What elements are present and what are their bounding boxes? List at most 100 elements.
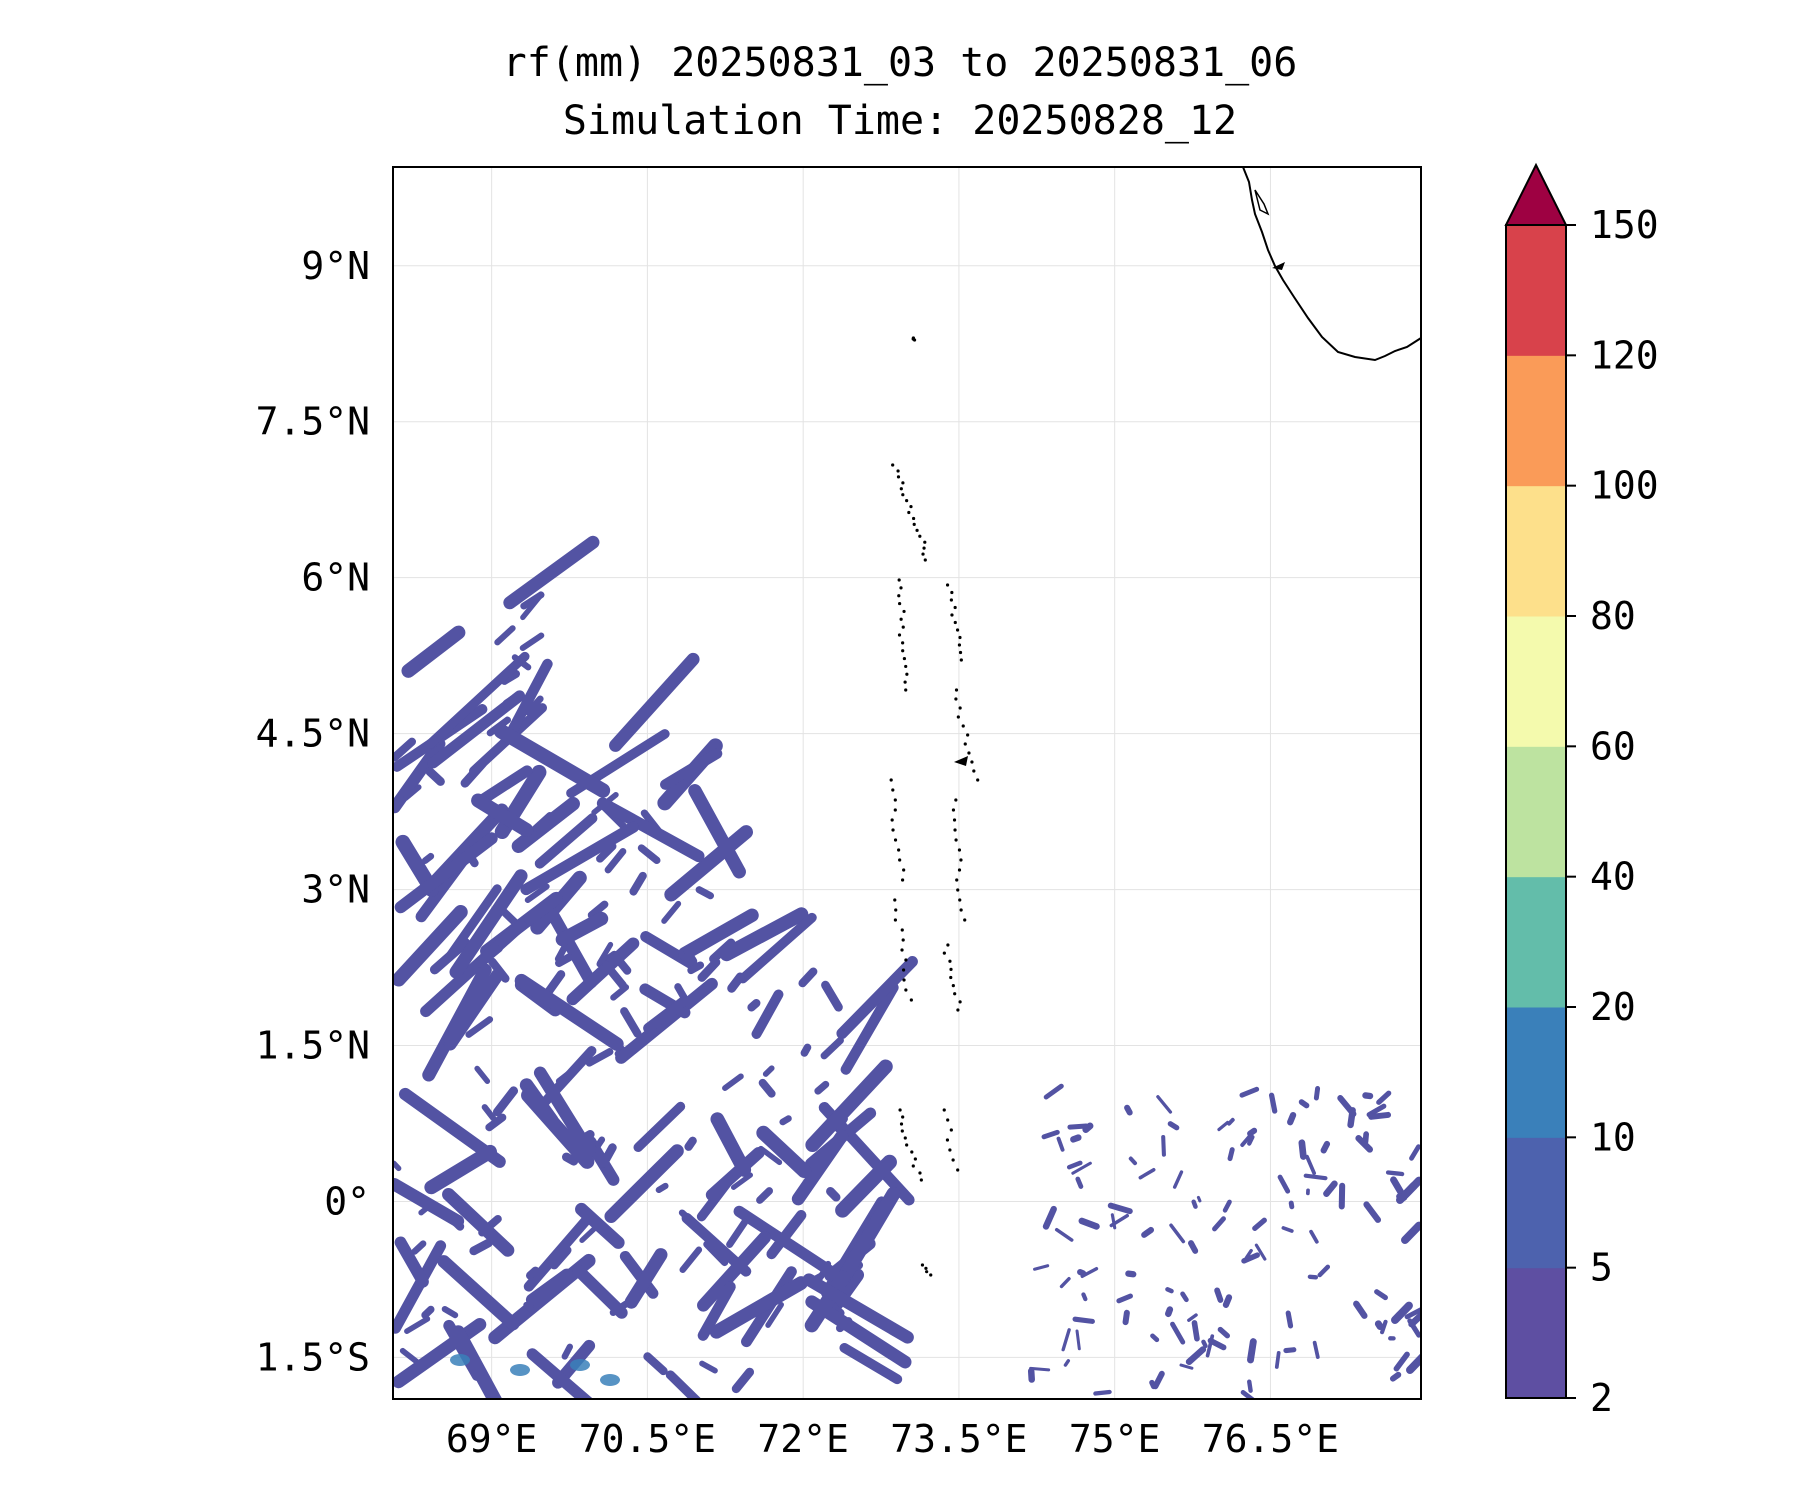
map-plot-area	[393, 167, 1421, 1399]
rain-band	[697, 1281, 736, 1341]
island-dot	[963, 918, 967, 922]
coastline	[1242, 167, 1421, 362]
rain-band	[1180, 1291, 1189, 1303]
rain-band	[1067, 1123, 1089, 1130]
longitude-labels: 69°E 70.5°E 72°E 73.5°E 75°E 76.5°E	[446, 1417, 1339, 1461]
rain-band	[422, 963, 492, 1082]
island-dot	[893, 798, 897, 802]
rain-band	[1138, 1168, 1156, 1180]
rain-band	[1287, 1111, 1297, 1126]
rain-band	[1389, 1371, 1402, 1382]
island-dot	[899, 1122, 904, 1126]
island-dot	[904, 988, 908, 992]
island-dot	[901, 493, 905, 497]
rain-band	[442, 1187, 515, 1257]
rain-band	[1072, 1316, 1095, 1324]
island-dot	[946, 1118, 950, 1122]
rain-band	[596, 842, 617, 863]
island-dot	[901, 625, 905, 629]
longitude-tick-label: 69°E	[446, 1417, 538, 1461]
rain-band	[1247, 1379, 1253, 1393]
rain-band	[695, 886, 714, 900]
rain-band	[1307, 1274, 1319, 1280]
rain-band	[1305, 1154, 1316, 1175]
island-dot	[901, 968, 906, 972]
island-dot	[902, 868, 906, 872]
island-dot	[891, 788, 895, 792]
rain-band	[731, 1367, 755, 1394]
rain-band	[1165, 1287, 1174, 1294]
rain-band	[585, 1048, 614, 1067]
rain-band	[1240, 1390, 1256, 1399]
rain-band	[629, 871, 647, 896]
rain-band	[526, 1348, 594, 1399]
island-dot	[956, 888, 960, 892]
rain-band	[1191, 1199, 1198, 1209]
rain-band	[524, 883, 550, 903]
rain-band	[1054, 1227, 1074, 1242]
rain-band	[543, 903, 598, 989]
rain-band	[596, 797, 705, 863]
rain-band	[730, 1172, 754, 1190]
island-dot	[963, 742, 967, 746]
rain-heavier-cell	[510, 1364, 530, 1376]
island-dot	[901, 1115, 905, 1119]
colorbar: 2 5 10 20 40 60 80 100 120 150	[1504, 162, 1659, 1420]
rain-band	[1156, 1095, 1173, 1114]
rain-band	[555, 953, 574, 968]
island-dot	[893, 898, 897, 902]
rain-band	[703, 1240, 729, 1267]
rain-band	[1063, 1359, 1071, 1367]
rain-band	[533, 1066, 596, 1159]
longitude-tick-label: 73.5°E	[890, 1417, 1027, 1461]
colorbar-extend-triangle	[1504, 162, 1568, 226]
rain-band	[726, 1218, 749, 1248]
rain-band	[766, 1210, 807, 1260]
rain-band	[566, 937, 640, 1006]
island-dot	[893, 918, 898, 922]
rain-band	[1056, 1136, 1065, 1152]
rain-band	[1179, 1363, 1194, 1370]
rain-band	[643, 1352, 668, 1376]
island-dot	[901, 649, 905, 653]
rain-band	[1122, 1309, 1130, 1326]
rain-band	[1217, 1120, 1230, 1132]
rain-band	[474, 1065, 491, 1084]
rain-band	[1077, 1269, 1087, 1277]
island-dot	[949, 598, 953, 602]
rain-band	[655, 1182, 669, 1194]
colorbar-tick-label: 10	[1590, 1115, 1636, 1159]
island-dot	[893, 808, 897, 812]
rain-band	[1217, 1326, 1231, 1339]
rain-band	[1281, 1226, 1294, 1233]
rain-band	[1093, 1389, 1112, 1396]
rain-band	[1125, 1270, 1137, 1278]
rain-band	[1041, 1129, 1060, 1140]
rain-band	[1380, 1319, 1388, 1335]
rain-band	[555, 911, 609, 947]
rain-band	[1071, 1161, 1092, 1175]
rain-band	[699, 1360, 718, 1374]
rain-band	[1323, 1180, 1338, 1197]
colorbar-segment	[1506, 355, 1566, 487]
rain-band	[595, 1136, 606, 1149]
rain-band	[678, 908, 759, 961]
map-title-line-1: rf(mm) 20250831_03 to 20250831_06	[502, 40, 1298, 86]
island-dot	[966, 733, 970, 737]
rain-band	[1124, 1104, 1133, 1116]
rain-band	[524, 695, 544, 716]
island-dot	[948, 1148, 952, 1152]
island-dot	[899, 586, 903, 590]
rain-band	[835, 1186, 901, 1288]
rain-band	[1312, 1340, 1320, 1359]
colorbar-segment	[1506, 1137, 1566, 1269]
rain-band	[615, 977, 718, 1064]
island-dot	[948, 959, 952, 963]
rain-band	[424, 1144, 497, 1195]
rain-band	[393, 1160, 402, 1172]
rain-band	[1172, 1170, 1184, 1189]
rain-band	[503, 535, 600, 610]
rain-band	[1027, 1367, 1035, 1383]
rain-band	[805, 1059, 893, 1153]
island-dot	[958, 650, 963, 655]
